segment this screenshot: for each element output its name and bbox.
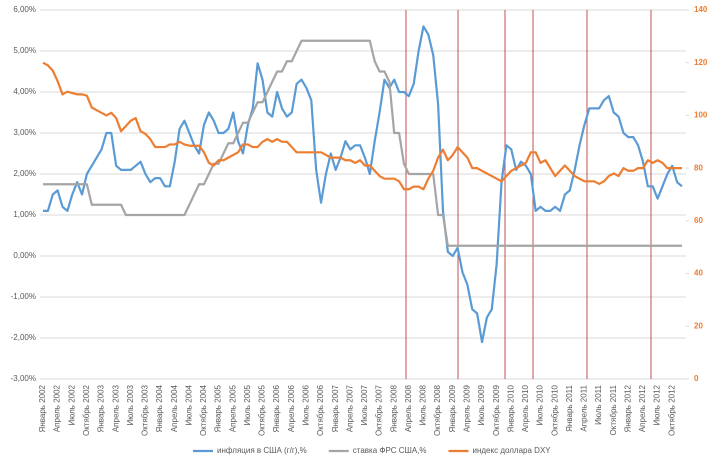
x-tick-label: Апрель 2002 (53, 384, 62, 432)
y2-tick-label: 40 (694, 269, 703, 278)
x-tick-label: Июль 2003 (126, 384, 135, 425)
x-tick-label: Апрель 2003 (111, 384, 120, 432)
y-tick-label: 5,00% (13, 46, 36, 55)
x-tick-label: Апрель 2008 (404, 384, 413, 432)
y-tick-label: -3,00% (11, 374, 36, 383)
y-tick-label: 3,00% (13, 128, 36, 137)
x-tick-label: Октябрь 2004 (199, 384, 208, 436)
x-tick-label: Июль 2004 (184, 384, 193, 425)
series-line (42, 61, 682, 191)
x-tick-label: Июль 2002 (67, 384, 76, 425)
x-tick-label: Октябрь 2012 (667, 384, 676, 436)
y-tick-label: -1,00% (11, 292, 36, 301)
x-tick-label: Октябрь 2008 (433, 384, 442, 436)
y2-tick-label: 0 (694, 374, 699, 383)
x-tick-label: Апрель 2004 (170, 384, 179, 432)
x-tick-label: Январь 2006 (272, 384, 281, 432)
series-line (43, 25, 683, 344)
series-line (43, 39, 682, 247)
y2-tick-label: 120 (694, 58, 708, 67)
x-tick-label: Октябрь 2003 (141, 384, 150, 436)
y-tick-label: 0,00% (13, 251, 36, 260)
x-tick-label: Январь 2007 (331, 384, 340, 432)
x-tick-label: Октябрь 2007 (375, 384, 384, 436)
x-tick-label: Июль 2010 (536, 384, 545, 425)
x-tick-label: Июль 2009 (477, 384, 486, 425)
grid (40, 9, 686, 380)
x-tick-label: Апрель 2011 (580, 384, 589, 431)
y2-tick-label: 100 (694, 111, 708, 120)
x-tick-label: Июль 2011 (594, 384, 603, 424)
x-tick-label: Январь 2010 (506, 384, 515, 432)
legend-label: индекс доллара DXY (473, 446, 552, 455)
x-tick-label: Январь 2005 (214, 384, 223, 432)
x-tick-label: Июль 2008 (419, 384, 428, 425)
x-tick-label: Январь 2008 (389, 384, 398, 432)
x-tick-label: Январь 2003 (97, 384, 106, 432)
y2-tick-label: 80 (694, 163, 703, 172)
y-tick-label: -2,00% (11, 333, 36, 342)
y2-tick-label: 140 (694, 5, 708, 14)
x-tick-label: Апрель 2012 (638, 384, 647, 432)
y2-tick-label: 60 (694, 216, 703, 225)
y-tick-label: 6,00% (13, 5, 36, 14)
x-tick-label: Октябрь 2006 (316, 384, 325, 436)
x-tick-label: Июль 2006 (302, 384, 311, 425)
x-tick-label: Январь 2012 (623, 384, 632, 432)
x-tick-label: Октябрь 2010 (550, 384, 559, 436)
x-tick-label: Апрель 2006 (287, 384, 296, 432)
x-tick-label: Январь 2011 (565, 384, 574, 431)
x-tick-label: Апрель 2009 (462, 384, 471, 432)
x-tick-label: Январь 2004 (155, 384, 164, 432)
y2-tick-label: 20 (694, 321, 703, 330)
y-tick-label: 1,00% (13, 210, 36, 219)
x-tick-label: Июль 2007 (360, 384, 369, 425)
x-tick-label: Октябрь 2002 (82, 384, 91, 436)
x-tick-label: Июль 2005 (243, 384, 252, 425)
legend-label: ставка ФРС США,% (353, 446, 427, 455)
x-tick-label: Апрель 2010 (521, 384, 530, 432)
x-tick-label: Январь 2009 (448, 384, 457, 432)
x-tick-label: Октябрь 2009 (492, 384, 501, 436)
legend-label: инфляция в США (г/г),% (217, 446, 307, 455)
x-tick-label: Январь 2002 (38, 384, 47, 432)
x-tick-label: Октябрь 2005 (258, 384, 267, 436)
legend: инфляция в США (г/г),% ставка ФРС США,% ин… (193, 446, 551, 455)
x-tick-label: Апрель 2007 (345, 384, 354, 432)
x-tick-label: Октябрь 2011 (609, 384, 618, 435)
x-tick-label: Апрель 2005 (228, 384, 237, 432)
y-tick-label: 4,00% (13, 87, 36, 96)
x-tick-label: Июль 2012 (653, 384, 662, 425)
y-tick-label: 2,00% (13, 169, 36, 178)
